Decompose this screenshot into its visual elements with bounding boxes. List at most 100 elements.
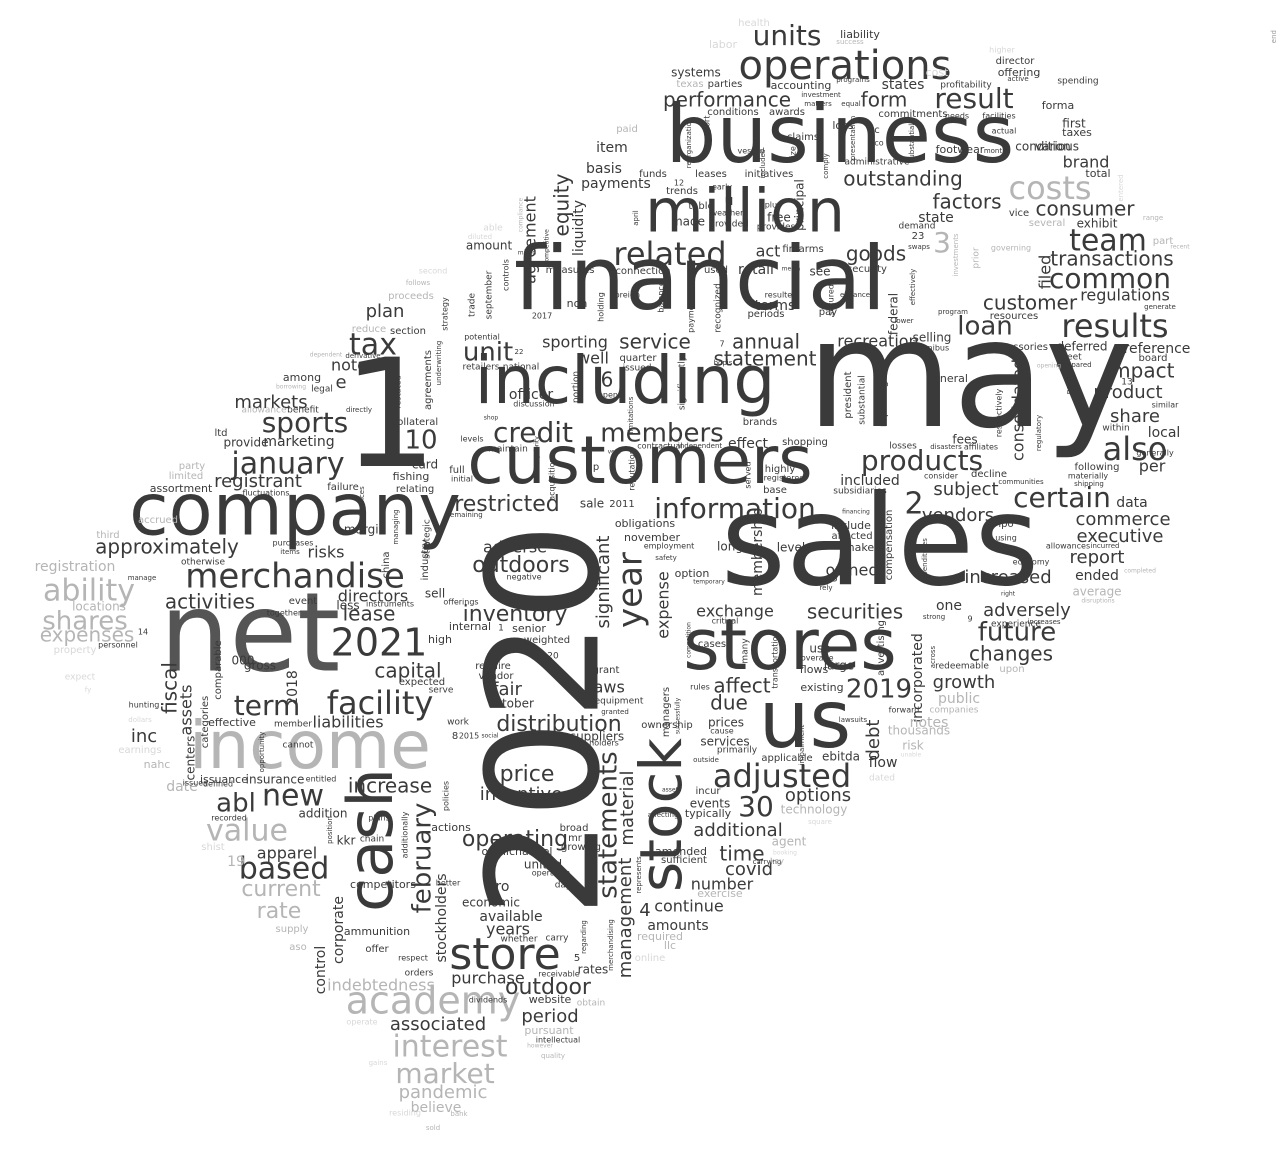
word-payments: payments xyxy=(581,176,651,192)
word-firearms: firearms xyxy=(782,244,823,255)
word-retailers: retailers xyxy=(462,363,499,373)
word-recreation: recreation xyxy=(837,332,918,351)
word-economy: economy xyxy=(1013,558,1050,567)
word-c: c xyxy=(874,125,880,136)
word-shipping: shipping xyxy=(1074,480,1104,488)
word-health: health xyxy=(738,18,770,29)
word-financial: financial xyxy=(514,227,886,330)
word-liability: liability xyxy=(840,28,880,41)
word-insurance: insurance xyxy=(246,773,305,787)
word-30: 30 xyxy=(738,790,774,823)
word-loss: loss xyxy=(832,119,854,132)
word-policies: policies xyxy=(442,781,451,811)
word-carrying: carrying xyxy=(753,858,782,866)
word-markets: markets xyxy=(234,392,307,413)
word-shist: shist xyxy=(201,842,225,853)
word-vested: vested xyxy=(738,147,765,156)
word-needs: needs xyxy=(945,112,969,121)
word-2019: 2019 xyxy=(846,675,912,705)
word-coverage: coverage xyxy=(796,654,833,663)
word-including: including xyxy=(475,342,776,419)
word-mixed: mixed xyxy=(518,250,537,257)
word-disasters: disasters xyxy=(930,443,962,451)
word-vest: vest xyxy=(608,449,621,456)
word-annual: annual xyxy=(732,330,800,354)
word-material: material xyxy=(617,770,638,845)
word-make: make xyxy=(844,541,874,554)
word-instruments: instruments xyxy=(366,600,414,609)
word-ipo: ipo xyxy=(998,519,1013,530)
word-sporting: sporting xyxy=(542,333,608,352)
word-sale: sale xyxy=(580,497,604,511)
word-notes: notes xyxy=(910,715,949,731)
word-free: free xyxy=(767,211,791,225)
word-affiliates: affiliates xyxy=(964,443,998,452)
word-expenses: expenses xyxy=(40,623,135,647)
word-director: director xyxy=(996,56,1036,67)
word-labor: labor xyxy=(709,38,738,51)
word-states: states xyxy=(882,77,925,93)
word-outside: outside xyxy=(693,756,719,764)
word-using: using xyxy=(995,534,1017,543)
word-brands: brands xyxy=(743,417,777,428)
word-parties: parties xyxy=(708,79,743,90)
word-omnibus: omnibus xyxy=(915,344,949,353)
word-purchases: purchases xyxy=(273,539,314,548)
word-receivable: receivable xyxy=(538,970,580,979)
word-reduce: reduce xyxy=(352,324,386,335)
word-plan: plan xyxy=(366,301,405,322)
word-laws: laws xyxy=(589,678,625,697)
word-ownership: ownership xyxy=(641,720,693,731)
word-deferred: deferred xyxy=(1057,340,1108,354)
word-losses: losses xyxy=(889,442,917,452)
word-compensation: compensation xyxy=(884,510,895,581)
word-maintain: maintain xyxy=(488,445,528,455)
word-key: key xyxy=(770,857,784,866)
word-operate: operate xyxy=(346,1018,377,1027)
word-dated: dated xyxy=(869,774,895,784)
word-stock: stock xyxy=(627,738,695,892)
word-flows: flows xyxy=(800,663,829,676)
word-income: income xyxy=(189,707,431,784)
word-restricted: restricted xyxy=(454,492,560,517)
word-total: total xyxy=(1085,167,1110,180)
word-operation: operation xyxy=(532,869,570,878)
word-increased: increased xyxy=(964,567,1051,588)
word-affecting: affecting xyxy=(648,811,679,819)
word-programs: programs xyxy=(836,76,870,84)
word-otherwise: otherwise xyxy=(181,558,226,568)
word-growth: growth xyxy=(933,672,996,693)
word-p: p xyxy=(593,462,599,473)
word-november: november xyxy=(624,531,680,544)
word-directly: directly xyxy=(346,406,372,414)
word-interest: interest xyxy=(392,1030,507,1065)
word-purchase: purchase xyxy=(451,969,524,988)
word-results: results xyxy=(1061,307,1168,345)
word-2018: 2018 xyxy=(285,670,301,706)
word-agreement: agreement xyxy=(521,196,540,284)
word-2: 2 xyxy=(904,487,923,522)
word-table: table xyxy=(688,201,713,212)
word-abl: abl xyxy=(216,789,256,819)
word-comparable: comparable xyxy=(213,640,224,699)
word-shopping: shopping xyxy=(782,437,828,448)
word-goods: goods xyxy=(846,242,906,266)
word-transportation: transportation xyxy=(771,631,780,688)
word-residing: residing xyxy=(389,1109,421,1118)
word-initiatives: initiatives xyxy=(745,169,794,180)
word-party: party xyxy=(179,461,206,472)
word-large: large xyxy=(824,659,854,673)
word-margin: margin xyxy=(344,523,386,537)
word-adjusted: adjusted xyxy=(713,757,851,795)
word-redeemable: redeemable xyxy=(935,662,989,672)
word-gross: gross xyxy=(244,659,276,673)
word-temporary: temporary xyxy=(693,579,725,586)
word-board: board xyxy=(1139,353,1168,364)
word-entered: entered xyxy=(1117,174,1125,201)
word-well: well xyxy=(577,349,609,368)
word-distribution: distribution xyxy=(496,712,621,737)
word-2011: 2011 xyxy=(609,499,634,510)
word-internal: internal xyxy=(449,620,491,633)
word-forward: forward xyxy=(889,706,920,715)
word-within: within xyxy=(1102,424,1129,434)
